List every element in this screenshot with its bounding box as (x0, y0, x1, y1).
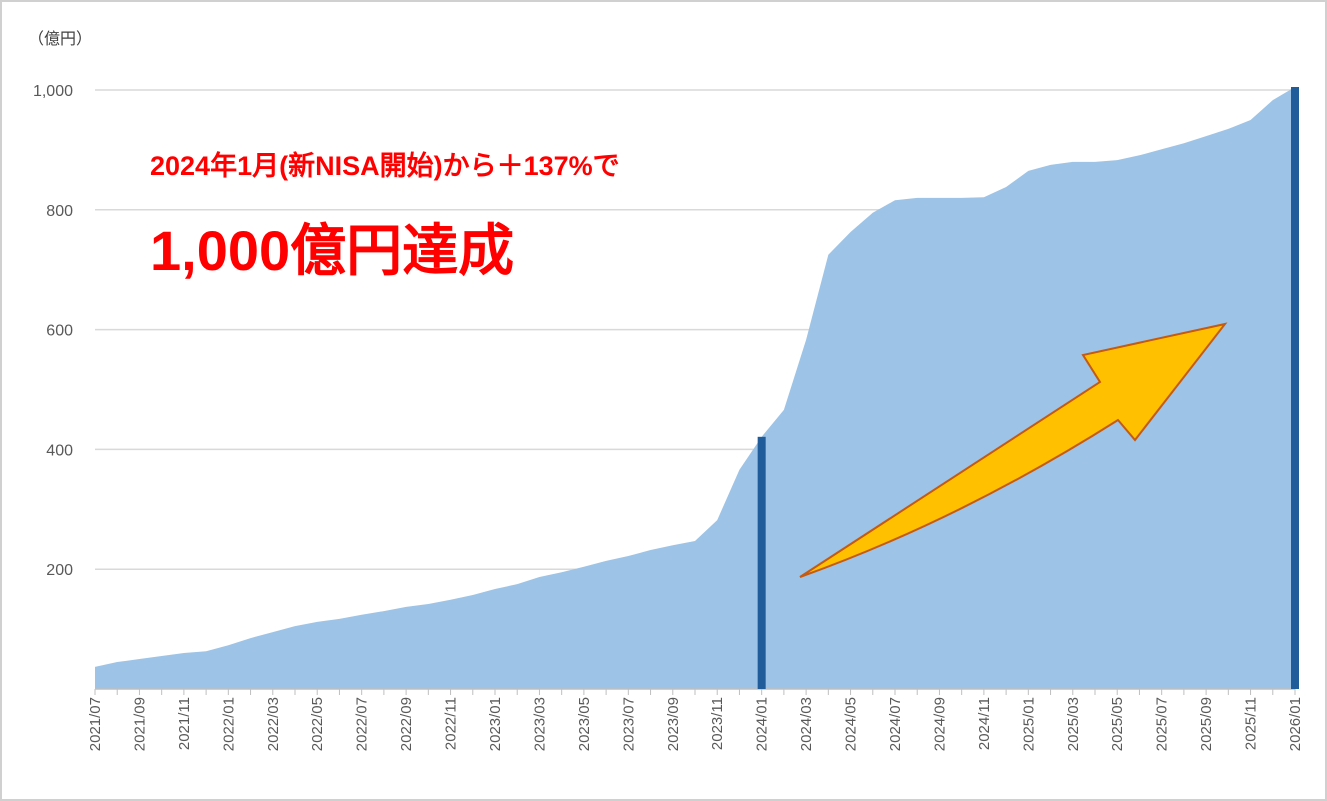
y-tick-label: 400 (46, 442, 73, 459)
x-tick-label: 2026/01 (1287, 697, 1304, 751)
x-tick-label: 2022/03 (265, 697, 282, 751)
x-tick-label: 2024/11 (976, 697, 993, 750)
y-tick-label: 600 (46, 323, 73, 340)
x-tick-label: 2023/01 (487, 697, 504, 751)
x-tick-label: 2021/11 (176, 697, 193, 750)
x-tick-label: 2025/03 (1065, 697, 1082, 751)
y-tick-label: 200 (46, 562, 73, 579)
area (95, 87, 1295, 689)
x-tick-label: 2025/09 (1198, 697, 1215, 751)
x-tick-label: 2024/07 (887, 697, 904, 751)
y-tick-label: 1,000 (33, 83, 73, 100)
x-tick-label: 2023/09 (665, 697, 682, 751)
x-tick-label: 2024/09 (931, 697, 948, 751)
annotation: 2024年1月(新NISA開始)から＋137%で (150, 150, 620, 181)
x-tick-label: 2021/07 (87, 697, 104, 751)
y-tick-label: 800 (46, 203, 73, 220)
x-tick-label: 2022/05 (309, 697, 326, 751)
x-tick-label: 2022/01 (220, 697, 237, 751)
highlight-bar (757, 436, 766, 689)
arrow (799, 322, 1228, 578)
annotation: 1,000億円達成 (150, 219, 514, 282)
x-tick-label: 2021/09 (131, 697, 148, 751)
x-tick-label: 2022/07 (354, 697, 371, 751)
x-tick-label: 2023/03 (531, 697, 548, 751)
x-tick-label: 2022/11 (443, 697, 460, 750)
x-tick-label: 2024/03 (798, 697, 815, 751)
x-tick-label: 2022/09 (398, 697, 415, 751)
x-tick-label: 2024/01 (754, 697, 771, 751)
x-tick-label: 2025/05 (1109, 697, 1126, 751)
x-tick-label: 2023/07 (620, 697, 637, 751)
x-tick-label: 2025/07 (1154, 697, 1171, 751)
x-tick-label: 2023/05 (576, 697, 593, 751)
x-tick-label: 2025/11 (1243, 697, 1260, 750)
x-tick-label: 2025/01 (1020, 697, 1037, 751)
x-tick-label: 2023/11 (709, 697, 726, 750)
x-tick-label: 2024/05 (843, 697, 860, 751)
highlight-bar (1291, 87, 1299, 689)
plot (95, 87, 1295, 689)
unit-label: （億円） (28, 30, 92, 48)
